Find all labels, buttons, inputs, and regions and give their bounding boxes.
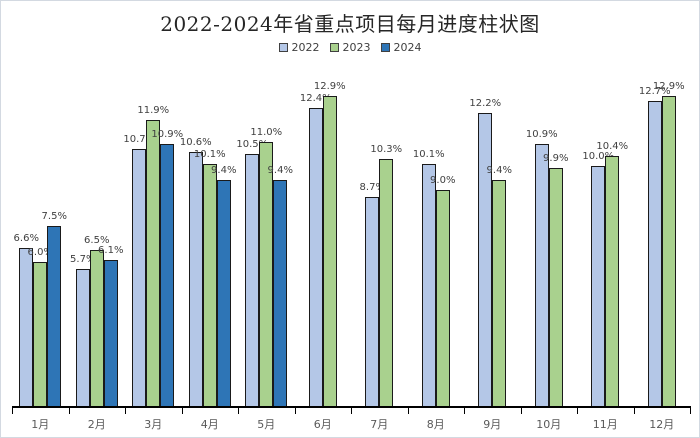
bar-2023-12月 — [661, 96, 676, 406]
bar-2023-9月 — [492, 180, 507, 406]
data-label-2022-3月: 10.7% — [123, 134, 156, 146]
bar-2022-9月 — [478, 113, 493, 406]
x-axis-label: 7月 — [370, 418, 389, 431]
data-label-2022-11月: 10.0% — [582, 151, 615, 162]
bar-2024-3月 — [160, 144, 175, 406]
legend-swatch-2024 — [380, 43, 390, 52]
x-axis-label: 9月 — [483, 418, 502, 431]
data-label-2023-7月: 10.3% — [370, 143, 403, 155]
plot-area: 1月 2月 3月 4月 5月 6月 7月 8月 9月 10月 11月 12月 6.6% 6.0% 7.5% 5… — [12, 81, 691, 431]
data-label-2023-9月: 9.4% — [486, 165, 512, 177]
data-label-2023-6月: 12.9% — [313, 81, 346, 93]
data-label-2022-1月: 6.6% — [13, 232, 39, 244]
data-label-2022-5月: 10.5% — [236, 139, 269, 150]
bar-2022-3月 — [132, 149, 147, 406]
bar-2023-11月 — [605, 156, 620, 406]
data-label-2023-10月: 9.9% — [543, 153, 569, 165]
bar-2023-3月 — [146, 120, 161, 406]
data-label-2022-2月: 5.7% — [70, 254, 96, 266]
legend-item-2023: 2023 — [329, 41, 371, 54]
data-label-2023-2月: 6.5% — [84, 235, 110, 246]
bar-2022-12月 — [647, 101, 662, 406]
x-axis-tick — [633, 406, 635, 414]
x-axis-label: 8月 — [426, 418, 445, 431]
x-axis-label: 10月 — [536, 418, 562, 431]
bar-2022-11月 — [591, 166, 606, 406]
x-axis-tick — [181, 406, 183, 414]
data-label-2023-4月: 10.1% — [193, 148, 226, 160]
x-axis-tick — [351, 406, 352, 414]
x-axis-label: 3月 — [144, 418, 163, 431]
bar-2022-6月 — [308, 108, 323, 406]
data-label-2022-8月: 10.1% — [412, 148, 445, 160]
x-axis-label: 11月 — [592, 418, 618, 431]
x-axis-tick — [68, 406, 70, 414]
bar-2024-1月 — [47, 226, 62, 406]
bar-2022-4月 — [188, 151, 203, 406]
bar-2023-5月 — [259, 142, 274, 406]
bar-2024-5月 — [273, 180, 288, 406]
bar-2023-7月 — [379, 158, 394, 406]
x-axis-tick — [294, 406, 296, 414]
bar-2024-4月 — [216, 180, 231, 406]
legend-item-2024: 2024 — [380, 41, 422, 54]
x-axis-tick — [577, 406, 578, 414]
legend-label: 2024 — [393, 41, 422, 54]
bar-2023-2月 — [89, 250, 104, 406]
data-label-2024-3月: 10.9% — [151, 129, 184, 141]
legend-swatch-2022 — [278, 43, 288, 52]
x-axis-tick — [464, 406, 465, 414]
data-label-2022-7月: 8.7% — [359, 182, 385, 194]
x-axis-label: 1月 — [31, 418, 50, 431]
x-axis-label: 4月 — [200, 418, 219, 431]
bar-2022-2月 — [75, 269, 90, 406]
bar-2022-7月 — [365, 197, 380, 406]
data-label-2023-12月: 12.9% — [652, 81, 685, 93]
bar-2022-8月 — [421, 163, 436, 406]
bar-2023-8月 — [435, 190, 450, 406]
x-axis-label: 2月 — [87, 418, 106, 431]
bar-2022-5月 — [245, 154, 260, 406]
data-label-2024-1月: 7.5% — [41, 211, 67, 222]
legend-item-2022: 2022 — [278, 41, 320, 54]
x-axis-tick — [520, 406, 522, 414]
data-label-2022-9月: 12.2% — [469, 98, 502, 110]
data-label-2024-2月: 6.1% — [98, 244, 124, 256]
data-label-2023-11月: 10.4% — [596, 141, 629, 153]
legend-label: 2022 — [291, 41, 320, 54]
chart-title: 2022-2024年省重点项目每月进度柱状图 — [160, 12, 540, 36]
bar-2022-1月 — [19, 247, 34, 406]
bar-2022-10月 — [534, 144, 549, 406]
x-axis-tick — [238, 406, 239, 414]
data-label-2023-3月: 11.9% — [137, 105, 170, 117]
data-label-2024-5月: 9.4% — [267, 165, 293, 177]
data-label-2022-4月: 10.6% — [179, 136, 212, 148]
x-axis-tick — [690, 406, 691, 414]
x-axis-tick — [125, 406, 126, 414]
data-label-2023-8月: 9.0% — [430, 175, 456, 186]
x-axis-label: 6月 — [313, 418, 332, 431]
data-label-2023-5月: 11.0% — [250, 127, 283, 138]
data-label-2024-4月: 9.4% — [211, 165, 237, 177]
bar-2023-6月 — [322, 96, 337, 406]
data-label-2022-6月: 12.4% — [299, 93, 332, 105]
legend-swatch-2023 — [329, 43, 339, 52]
bar-2023-10月 — [548, 168, 563, 406]
bar-2024-2月 — [103, 259, 118, 406]
x-axis-tick — [407, 406, 409, 414]
bar-2023-1月 — [33, 262, 48, 406]
data-label-2022-12月: 12.7% — [638, 86, 671, 98]
x-axis-tick — [12, 406, 13, 414]
bar-2023-4月 — [202, 163, 217, 406]
x-axis-label: 5月 — [257, 418, 276, 431]
data-label-2022-10月: 10.9% — [525, 129, 558, 141]
legend-label: 2023 — [342, 41, 371, 54]
x-axis-label: 12月 — [649, 418, 675, 431]
chart-legend: 2022 2023 2024 — [1, 41, 699, 54]
data-label-2023-1月: 6.0% — [27, 247, 53, 258]
